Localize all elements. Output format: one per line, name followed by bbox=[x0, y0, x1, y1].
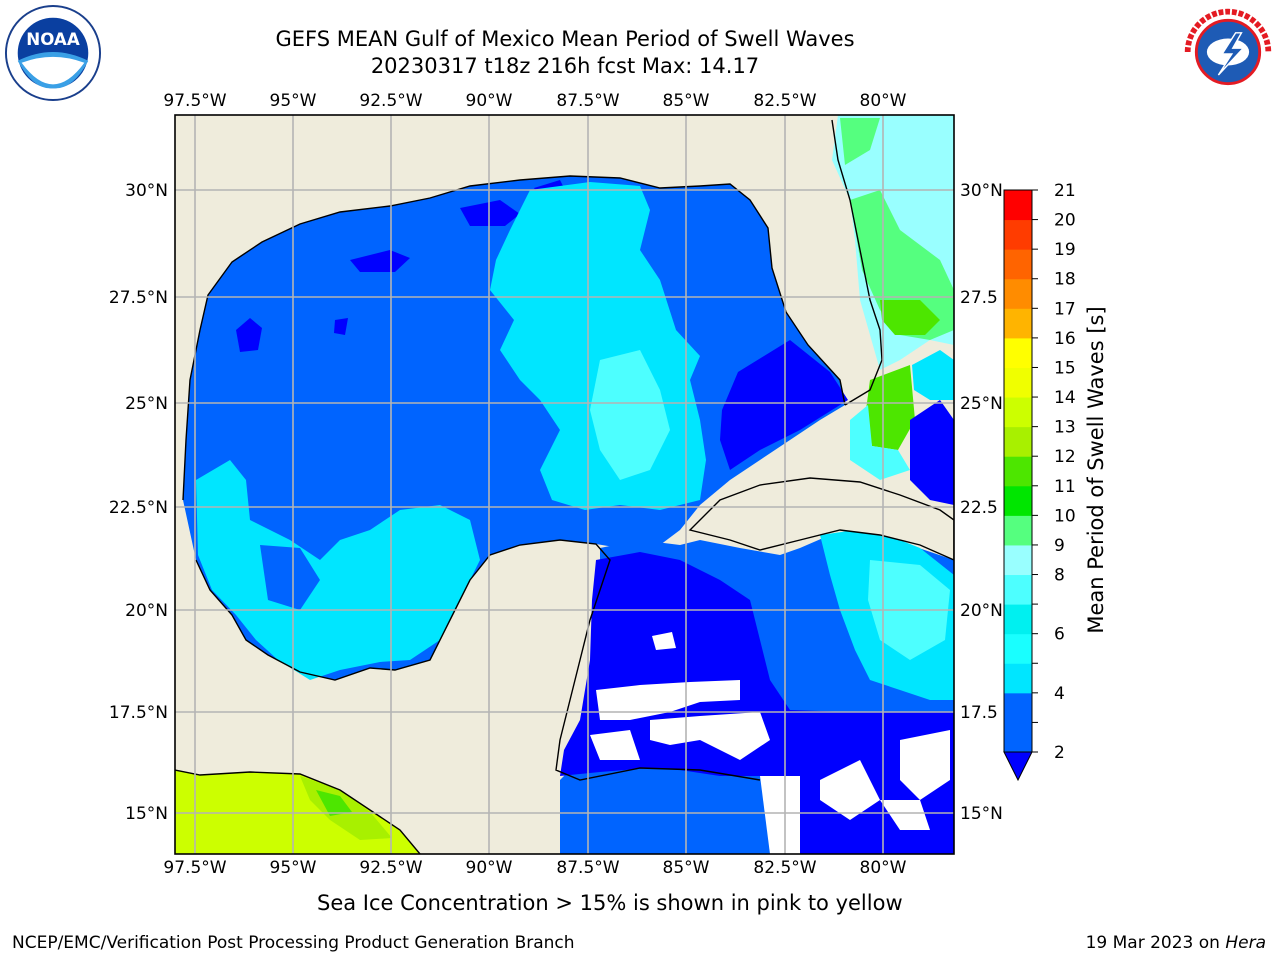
colorbar-tick-label: 17 bbox=[1054, 299, 1076, 319]
colorbar-tick-label: 12 bbox=[1054, 447, 1076, 467]
colorbar-bin bbox=[1004, 427, 1032, 457]
lat-tick-label: 22.5°N bbox=[109, 498, 168, 518]
colorbar-tick-label: 15 bbox=[1054, 358, 1076, 378]
colorbar-bin bbox=[1004, 486, 1032, 516]
lat-tick-label: 25°N bbox=[960, 394, 1003, 414]
colorbar-tick-label: 2 bbox=[1054, 743, 1065, 763]
colorbar-bin bbox=[1004, 604, 1032, 634]
lat-tick-label: 25°N bbox=[125, 394, 168, 414]
colorbar-label: Mean Period of Swell Waves [s] bbox=[1084, 306, 1108, 633]
lon-tick-label: 85°W bbox=[663, 91, 710, 111]
colorbar-tick-label: 6 bbox=[1054, 625, 1065, 645]
lon-tick-label: 92.5°W bbox=[359, 858, 422, 878]
colorbar-tick-label: 16 bbox=[1054, 329, 1076, 349]
lat-tick-label: 30°N bbox=[960, 181, 1003, 201]
generation-date: 19 Mar 2023 on Hera bbox=[1086, 933, 1266, 953]
lon-tick-label: 95°W bbox=[270, 91, 317, 111]
colorbar-bin bbox=[1004, 279, 1032, 309]
lat-ticks-left: 30°N 27.5°N 25°N 22.5°N 20°N 17.5°N 15°N bbox=[109, 181, 168, 824]
lon-tick-label: 97.5°W bbox=[163, 91, 226, 111]
lon-tick-label: 97.5°W bbox=[163, 858, 226, 878]
colorbar-tick-label: 14 bbox=[1054, 388, 1076, 408]
lon-tick-label: 80°W bbox=[860, 91, 907, 111]
producer-credit: NCEP/EMC/Verification Post Processing Pr… bbox=[12, 933, 575, 953]
sea-ice-caption: Sea Ice Concentration > 15% is shown in … bbox=[317, 891, 903, 915]
map-field bbox=[175, 115, 954, 854]
lat-tick-label: 27.5 bbox=[960, 288, 998, 308]
colorbar-tick-label: 21 bbox=[1054, 181, 1076, 201]
colorbar-tick-label: 11 bbox=[1054, 477, 1076, 497]
colorbar-tick-label: 18 bbox=[1054, 270, 1076, 290]
colorbar: 21 20 19 18 17 16 15 14 13 12 11 10 9 8 6 4 2 bbox=[1004, 181, 1076, 780]
colorbar-tick-label: 9 bbox=[1054, 536, 1065, 556]
lon-ticks-bottom: 97.5°W 95°W 92.5°W 90°W 87.5°W 85°W 82.5°W 80°W bbox=[163, 858, 906, 878]
lat-tick-label: 27.5°N bbox=[109, 288, 168, 308]
lon-tick-label: 90°W bbox=[466, 858, 513, 878]
colorbar-bin bbox=[1004, 249, 1032, 279]
colorbar-bin bbox=[1004, 693, 1032, 753]
colorbar-bin bbox=[1004, 397, 1032, 427]
colorbar-bin bbox=[1004, 308, 1032, 338]
colorbar-bin bbox=[1004, 190, 1032, 220]
lat-tick-label: 20°N bbox=[960, 601, 1003, 621]
colorbar-bin bbox=[1004, 634, 1032, 664]
lon-tick-label: 87.5°W bbox=[556, 858, 619, 878]
colorbar-tick-label: 4 bbox=[1054, 684, 1065, 704]
lon-tick-label: 90°W bbox=[466, 91, 513, 111]
colorbar-bin bbox=[1004, 338, 1032, 368]
colorbar-tick-label: 13 bbox=[1054, 418, 1076, 438]
lat-tick-label: 17.5 bbox=[960, 703, 998, 723]
lon-tick-label: 80°W bbox=[860, 858, 907, 878]
lon-tick-label: 95°W bbox=[270, 858, 317, 878]
lon-ticks-top: 97.5°W 95°W 92.5°W 90°W 87.5°W 85°W 82.5°W 80°W bbox=[163, 91, 906, 111]
machine-name: Hera bbox=[1225, 933, 1266, 953]
lat-ticks-right: 30°N 27.5 25°N 22.5 20°N 17.5 15°N bbox=[960, 181, 1003, 824]
colorbar-tick-label: 8 bbox=[1054, 566, 1065, 586]
colorbar-bin bbox=[1004, 220, 1032, 250]
lat-tick-label: 15°N bbox=[125, 804, 168, 824]
colorbar-bin bbox=[1004, 456, 1032, 486]
lat-tick-label: 30°N bbox=[125, 181, 168, 201]
colorbar-bin bbox=[1004, 575, 1032, 605]
lon-tick-label: 82.5°W bbox=[753, 858, 816, 878]
lat-tick-label: 20°N bbox=[125, 601, 168, 621]
lon-tick-label: 92.5°W bbox=[359, 91, 422, 111]
colorbar-tick-label: 19 bbox=[1054, 240, 1076, 260]
lon-tick-label: 85°W bbox=[663, 858, 710, 878]
generation-date-text: 19 Mar 2023 on bbox=[1086, 933, 1226, 953]
lat-tick-label: 22.5 bbox=[960, 498, 998, 518]
lat-tick-label: 17.5°N bbox=[109, 703, 168, 723]
colorbar-bin bbox=[1004, 515, 1032, 545]
colorbar-tick-label: 10 bbox=[1054, 506, 1076, 526]
lon-tick-label: 87.5°W bbox=[556, 91, 619, 111]
colorbar-bin bbox=[1004, 367, 1032, 397]
colorbar-tick-label: 20 bbox=[1054, 211, 1076, 231]
colorbar-bin bbox=[1004, 663, 1032, 693]
colorbar-under-extension bbox=[1004, 752, 1032, 780]
lon-tick-label: 82.5°W bbox=[753, 91, 816, 111]
colorbar-bin bbox=[1004, 545, 1032, 575]
lat-tick-label: 15°N bbox=[960, 804, 1003, 824]
